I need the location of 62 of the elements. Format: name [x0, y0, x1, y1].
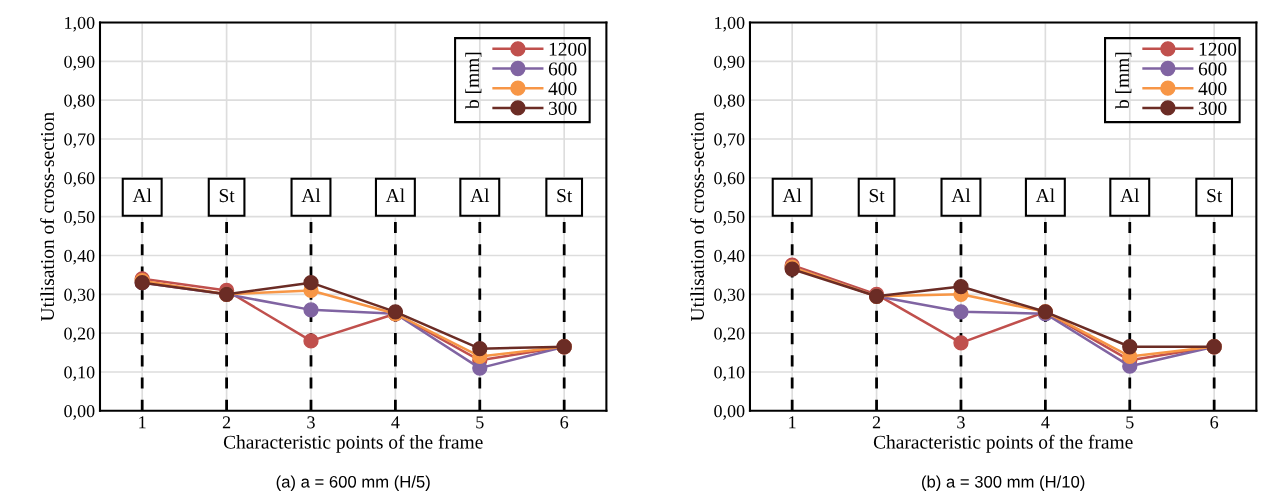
x-tick-label: 3: [307, 416, 315, 429]
y-tick-label: 0,60: [64, 172, 95, 187]
y-tick-label: 0,90: [714, 55, 745, 71]
legend-label: 400: [548, 82, 577, 96]
annotation: St: [869, 189, 885, 203]
y-tick-label: 0,00: [714, 405, 745, 420]
annotation: Al: [301, 188, 321, 202]
x-axis-title: Characteristic points of the frame: [223, 434, 483, 453]
y-tick-label: 0,80: [64, 94, 95, 110]
x-tick-label: 5: [1126, 416, 1134, 429]
x-tick-label: 5: [476, 416, 484, 429]
y-axis-title: Utilisation of cross-section: [40, 112, 55, 322]
y-tick-label: 0,50: [714, 210, 745, 226]
x-tick-label: 3: [957, 416, 965, 429]
legend-label: 600: [548, 62, 577, 76]
legend-label: 300: [548, 101, 577, 115]
annotation: Al: [1120, 188, 1140, 202]
annotation: Al: [951, 188, 971, 202]
y-tick-label: 0,60: [714, 172, 745, 187]
annotation: Al: [132, 188, 152, 202]
y-tick-label: 0,10: [714, 366, 745, 382]
annotation: St: [1207, 189, 1223, 203]
legend-label: 400: [1198, 82, 1227, 96]
x-tick-label: 4: [391, 416, 400, 429]
y-tick-label: 0,20: [64, 327, 95, 343]
y-tick-label: 0,30: [64, 288, 95, 304]
y-tick-label: 1,00: [715, 16, 745, 32]
x-tick-label: 6: [560, 416, 569, 429]
annotation: Al: [782, 188, 802, 202]
annotation: St: [557, 189, 573, 203]
y-tick-label: 0,10: [64, 366, 95, 382]
x-tick-label: 4: [1041, 416, 1050, 429]
y-tick-label: 0,70: [714, 133, 745, 149]
legend-label: 300: [1198, 101, 1227, 115]
annotation: Al: [1035, 188, 1055, 202]
legend-title: b [mm]: [1115, 52, 1132, 110]
y-tick-label: 0,50: [64, 210, 95, 226]
y-tick-label: 0,40: [714, 249, 745, 265]
annotation: Al: [470, 188, 490, 202]
text: (a) a = 600 mm (H/5): [276, 475, 430, 491]
x-axis-title: Characteristic points of the frame: [873, 434, 1133, 453]
annotation: St: [219, 189, 235, 203]
x-tick-label: 2: [872, 416, 881, 429]
y-tick-label: 0,20: [714, 327, 745, 343]
legend-label: 1200: [1199, 42, 1237, 56]
y-tick-label: 0,40: [64, 249, 95, 265]
y-tick-label: 0,30: [714, 288, 745, 304]
annotation: Al: [385, 188, 405, 202]
x-tick-label: 2: [222, 416, 231, 429]
x-tick-label: 6: [1210, 416, 1219, 429]
x-tick-label: 1: [789, 416, 796, 429]
legend-title: b [mm]: [465, 52, 482, 110]
y-tick-label: 0,00: [64, 405, 95, 420]
y-axis-title: Utilisation of cross-section: [690, 112, 705, 322]
text: (b) a = 300 mm (H/10): [922, 475, 1085, 491]
y-tick-label: 0,70: [64, 133, 95, 149]
x-tick-label: 1: [139, 416, 146, 429]
y-tick-label: 1,00: [65, 16, 95, 32]
y-tick-label: 0,90: [64, 55, 95, 71]
legend-label: 1200: [549, 42, 587, 56]
y-tick-label: 0,80: [714, 94, 745, 110]
legend-label: 600: [1198, 62, 1227, 76]
